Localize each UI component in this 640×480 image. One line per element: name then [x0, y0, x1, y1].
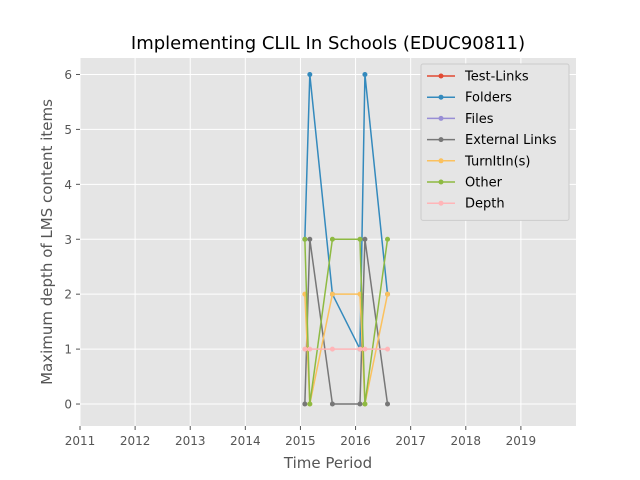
- x-axis-ticks: 2011 2012 2013 2014 2015 2016 2017 2018 2019: [65, 426, 536, 448]
- data-point: [362, 346, 368, 352]
- data-point: [329, 346, 335, 352]
- x-tick-label: 2011: [65, 434, 96, 448]
- legend-label: External Links: [465, 133, 557, 148]
- legend-label: TurnItIn(s): [464, 154, 530, 169]
- y-tick-label: 5: [64, 123, 72, 137]
- legend-marker: [438, 94, 444, 100]
- data-point: [329, 401, 335, 407]
- legend-marker: [438, 115, 444, 121]
- x-tick-label: 2013: [175, 434, 206, 448]
- legend-item: Folders: [427, 91, 512, 106]
- legend-item: Other: [427, 176, 503, 191]
- y-axis-ticks: 0 1 2 3 4 5 6: [64, 68, 80, 412]
- data-point: [302, 346, 308, 352]
- data-point: [307, 71, 313, 77]
- x-tick-label: 2015: [285, 434, 316, 448]
- data-point: [302, 401, 308, 407]
- x-tick-label: 2019: [506, 434, 537, 448]
- data-point: [329, 291, 335, 297]
- chart-title: Implementing CLIL In Schools (EDUC90811): [131, 33, 525, 54]
- x-tick-label: 2012: [120, 434, 151, 448]
- legend-marker: [438, 200, 444, 206]
- legend: Test-Links Folders Files External Links Turn…: [420, 63, 570, 221]
- legend-label: Depth: [465, 197, 505, 212]
- x-axis-label: Time Period: [283, 454, 372, 472]
- legend-marker: [438, 179, 444, 185]
- legend-item: Files: [427, 112, 494, 127]
- legend-label: Test-Links: [464, 70, 529, 85]
- data-point: [385, 291, 391, 297]
- data-point: [385, 236, 391, 242]
- series-other: [302, 236, 391, 407]
- data-point: [362, 401, 368, 407]
- data-point: [385, 346, 391, 352]
- legend-marker: [438, 158, 444, 164]
- legend-item: Depth: [427, 197, 505, 212]
- data-point: [307, 236, 313, 242]
- data-point: [329, 236, 335, 242]
- data-point: [307, 401, 313, 407]
- data-point: [385, 401, 391, 407]
- y-axis-label: Maximum depth of LMS content items: [38, 99, 56, 385]
- legend-frame: [420, 63, 570, 221]
- data-point: [357, 346, 363, 352]
- x-tick-label: 2014: [230, 434, 261, 448]
- series-depth: [302, 346, 391, 352]
- series-line: [304, 73, 389, 350]
- data-point: [307, 346, 313, 352]
- data-point: [357, 236, 363, 242]
- series-external-links: [302, 236, 391, 407]
- y-tick-label: 4: [64, 178, 72, 192]
- data-point: [302, 236, 308, 242]
- y-tick-label: 3: [64, 233, 72, 247]
- series-line: [304, 238, 389, 405]
- series-layer: [302, 71, 391, 407]
- y-tick-label: 0: [64, 398, 72, 412]
- y-tick-label: 1: [64, 343, 72, 357]
- y-tick-label: 6: [64, 68, 72, 82]
- legend-item: External Links: [427, 133, 557, 148]
- legend-item: Test-Links: [427, 70, 529, 85]
- legend-marker: [438, 137, 444, 143]
- data-point: [362, 71, 368, 77]
- legend-marker: [438, 73, 444, 79]
- y-tick-label: 2: [64, 288, 72, 302]
- legend-label: Folders: [465, 91, 512, 106]
- x-tick-label: 2017: [395, 434, 426, 448]
- legend-label: Other: [465, 176, 503, 191]
- legend-label: Files: [465, 112, 494, 127]
- data-point: [357, 401, 363, 407]
- x-tick-label: 2016: [340, 434, 371, 448]
- x-tick-label: 2018: [451, 434, 482, 448]
- series-line: [304, 238, 389, 405]
- data-point: [362, 236, 368, 242]
- legend-item: TurnItIn(s): [427, 154, 530, 169]
